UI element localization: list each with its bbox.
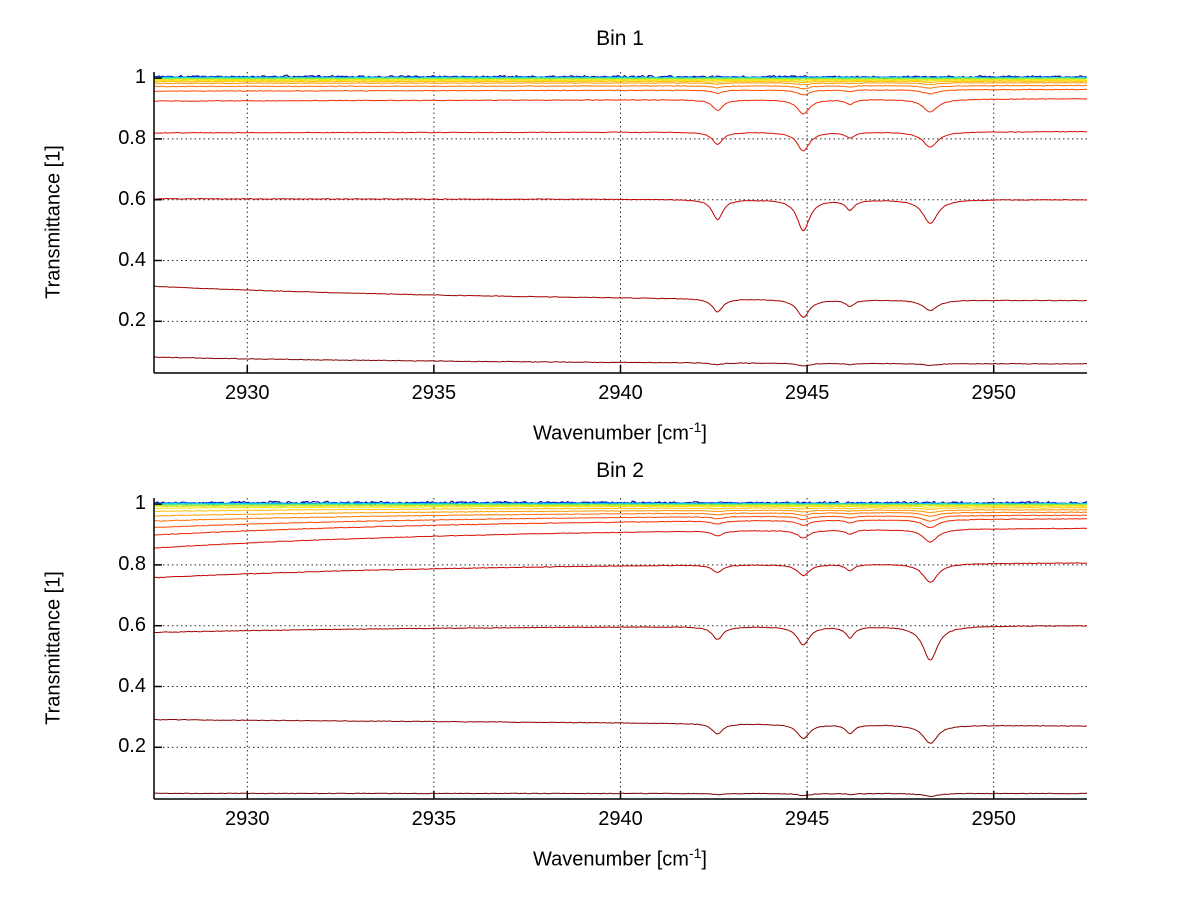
bin2-y-axis-label: Transmittance [1] xyxy=(42,571,65,725)
bin2-title: Bin 2 xyxy=(596,459,644,482)
bin1-title: Bin 1 xyxy=(596,27,644,50)
x-tick-label: 2940 xyxy=(598,382,643,404)
y-tick-label: 0.8 xyxy=(118,552,146,575)
y-tick-label: 0.2 xyxy=(118,735,146,758)
x-tick-label: 2950 xyxy=(971,382,1016,404)
bin1-x-axis-label: Wavenumber [cm-1] xyxy=(533,419,707,445)
spectrum-line xyxy=(154,285,1087,318)
spectrum-line xyxy=(154,79,1087,82)
bin2-series-group xyxy=(154,500,1087,797)
spectrum-line xyxy=(154,356,1087,367)
spectrum-line xyxy=(154,518,1087,536)
x-tick-label: 2945 xyxy=(784,382,830,404)
spectrum-line xyxy=(154,80,1087,84)
y-tick-label: 0.8 xyxy=(118,126,146,149)
spectrum-line xyxy=(154,718,1087,744)
spectrum-line xyxy=(154,81,1087,86)
y-tick-label: 1 xyxy=(134,66,146,89)
y-tick-label: 0.4 xyxy=(118,674,146,697)
x-tick-label: 2930 xyxy=(225,808,270,830)
spectrum-line xyxy=(154,97,1087,115)
spectrum-line xyxy=(154,562,1087,583)
x-tick-label: 2930 xyxy=(225,382,270,404)
y-tick-label: 0.6 xyxy=(118,187,146,210)
x-tick-label: 2935 xyxy=(411,382,457,404)
bin1-y-axis-label: Transmittance [1] xyxy=(42,145,65,299)
y-tick-label: 0.6 xyxy=(118,613,146,636)
spectrum-line xyxy=(154,197,1087,232)
spectrum-line xyxy=(154,504,1087,508)
spectrum-line xyxy=(154,625,1087,661)
spectrum-line xyxy=(154,503,1087,507)
x-tick-label: 2945 xyxy=(784,808,830,830)
bin2-x-axis-label: Wavenumber [cm-1] xyxy=(533,845,707,871)
spectrum-line xyxy=(154,84,1087,90)
spectrum-line xyxy=(154,505,1087,510)
spectrum-line xyxy=(154,508,1087,517)
x-tick-label: 2935 xyxy=(411,808,457,830)
spectrum-line xyxy=(154,506,1087,513)
spectrum-line xyxy=(154,88,1087,96)
spectrum-line xyxy=(154,514,1087,528)
spectrum-line xyxy=(154,78,1087,81)
spectrum-line xyxy=(154,511,1087,522)
x-tick-label: 2950 xyxy=(971,808,1016,830)
spectrum-line xyxy=(154,527,1087,549)
x-tick-label: 2940 xyxy=(598,808,643,830)
y-tick-label: 1 xyxy=(134,492,146,515)
spectrum-line xyxy=(154,130,1087,152)
bin1-series-group xyxy=(154,74,1087,367)
y-tick-label: 0.4 xyxy=(118,248,146,271)
y-tick-label: 0.2 xyxy=(118,309,146,332)
